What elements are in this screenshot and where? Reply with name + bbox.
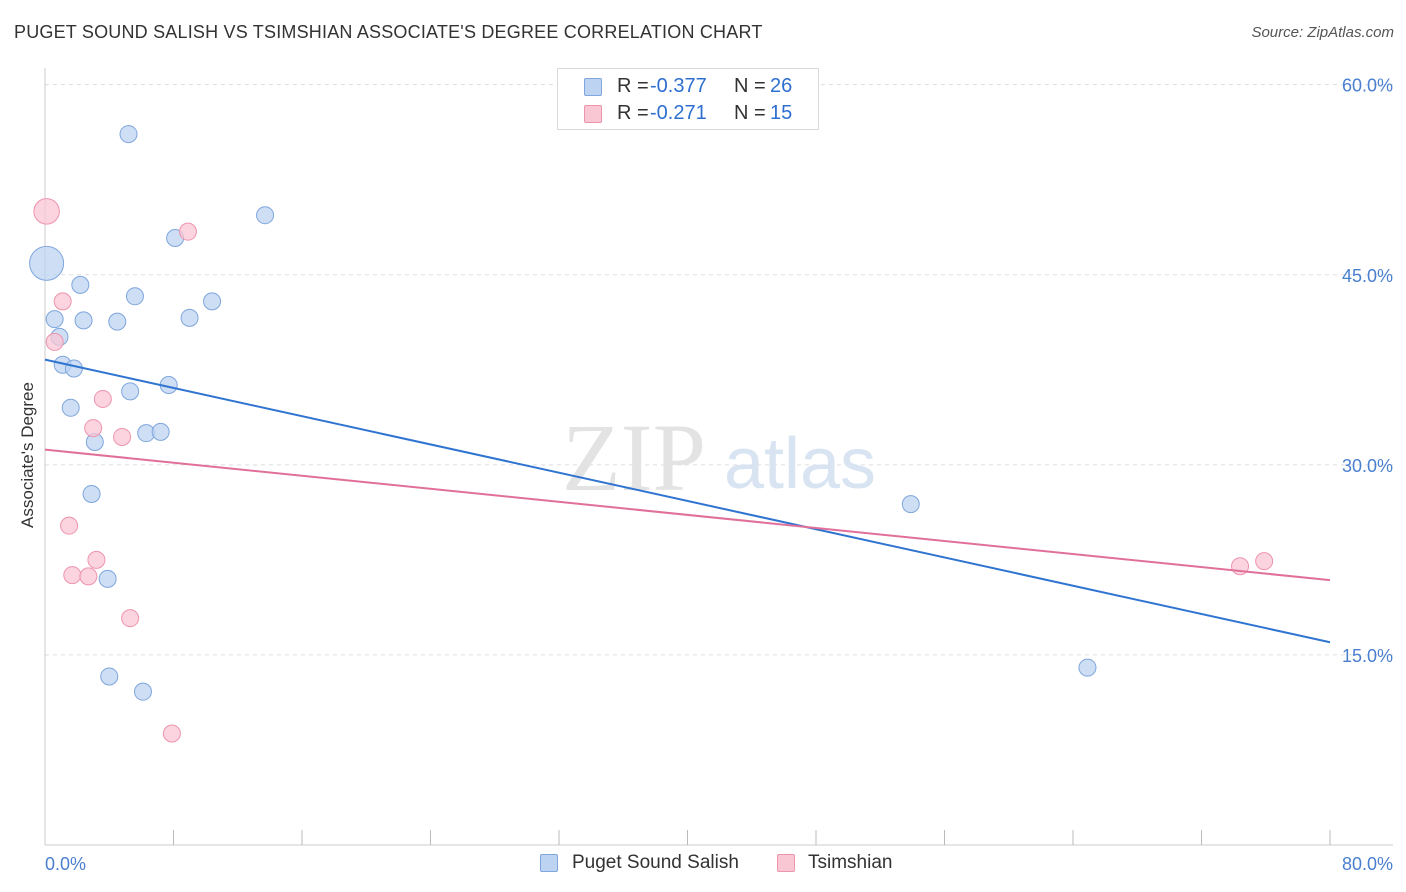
y-tick-label: 15.0%: [1342, 646, 1393, 666]
tsimshian-point: [87, 550, 106, 569]
tsimshian-point: [178, 222, 197, 241]
puget-point: [98, 569, 117, 588]
chart-title: PUGET SOUND SALISH VS TSIMSHIAN ASSOCIAT…: [14, 22, 763, 42]
puget-point: [256, 206, 275, 225]
puget-point: [119, 125, 138, 144]
puget-point: [1078, 658, 1097, 677]
puget-point: [121, 382, 140, 401]
tsimshian-point: [121, 609, 140, 628]
puget-trend-line: [44, 358, 1331, 644]
legend-label-tsimshian: Tsimshian: [808, 852, 893, 873]
tsimshian-point: [53, 292, 72, 311]
puget-point: [180, 308, 199, 327]
puget-point: [74, 311, 93, 330]
puget-point: [125, 287, 144, 306]
puget-point: [61, 398, 80, 417]
legend-r-value: -0.271: [650, 102, 707, 124]
puget-point: [29, 245, 65, 281]
legend-swatch-blue: [584, 78, 602, 96]
puget-point: [45, 310, 64, 329]
y-tick-label: 45.0%: [1342, 266, 1393, 286]
tsimshian-point: [1255, 552, 1274, 571]
puget-point: [203, 292, 222, 311]
legend-n-label: N =: [734, 75, 766, 97]
y-tick-label: 60.0%: [1342, 76, 1393, 96]
source-label: Source: ZipAtlas.com: [1251, 24, 1394, 41]
tsimshian-point: [79, 567, 98, 586]
legend-row-puget: R = -0.377 N = 26: [558, 75, 818, 101]
trend-lines: [44, 358, 1331, 644]
watermark-zip: ZIP: [562, 404, 706, 511]
tick-labels: 15.0% 30.0% 45.0% 60.0% 0.0% 80.0%: [45, 76, 1393, 874]
puget-point: [64, 359, 83, 378]
tsimshian-point: [33, 198, 60, 225]
tsimshian-point: [63, 566, 82, 585]
puget-point: [133, 682, 152, 701]
tsimshian-point: [45, 332, 64, 351]
puget-point: [901, 495, 920, 514]
x-tick-label: 80.0%: [1342, 854, 1393, 874]
puget-point: [71, 275, 90, 294]
legend-r-label: R =: [617, 102, 649, 124]
puget-point: [82, 484, 101, 503]
legend-swatch-pink: [584, 105, 602, 123]
x-tick-label: 0.0%: [45, 854, 86, 874]
tsimshian-point: [60, 516, 79, 535]
axes: [44, 68, 1393, 846]
legend-r-value: -0.377: [650, 75, 707, 97]
legend-n-label: N =: [734, 102, 766, 124]
tsimshian-point: [162, 724, 181, 743]
tsimshian-point: [93, 389, 112, 408]
gridlines: [45, 84, 1393, 656]
legend-n-value: 26: [770, 75, 793, 97]
watermark: ZIP atlas: [562, 404, 876, 511]
watermark-atlas: atlas: [724, 424, 876, 504]
puget-point: [108, 312, 127, 331]
series-legend: Puget Sound Salish Tsimshian: [0, 852, 1406, 878]
tsimshian-trend-line: [44, 448, 1331, 582]
legend-r-label: R =: [617, 75, 649, 97]
data-points: [29, 125, 1274, 743]
legend-n-value: 15: [770, 102, 793, 124]
legend-swatch-puget: [540, 854, 558, 872]
tsimshian-point: [113, 427, 132, 446]
legend-row-tsimshian: R = -0.271 N = 15: [558, 102, 818, 128]
y-tick-label: 30.0%: [1342, 456, 1393, 476]
puget-point: [151, 422, 170, 441]
stats-legend: R = -0.377 N = 26 R = -0.271 N = 15: [557, 68, 819, 130]
puget-point: [100, 667, 119, 686]
legend-label-puget: Puget Sound Salish: [572, 852, 739, 873]
legend-swatch-tsimshian: [777, 854, 795, 872]
tsimshian-point: [84, 419, 103, 438]
